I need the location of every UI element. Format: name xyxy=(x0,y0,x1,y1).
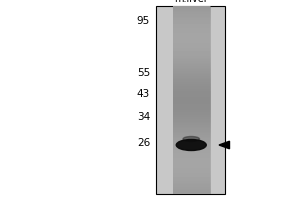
Ellipse shape xyxy=(176,140,206,150)
Text: m.liver: m.liver xyxy=(174,0,208,4)
Bar xyxy=(156,6,225,194)
Text: 43: 43 xyxy=(137,89,150,99)
Text: 95: 95 xyxy=(137,16,150,26)
Polygon shape xyxy=(219,141,230,149)
Text: 55: 55 xyxy=(137,68,150,78)
Bar xyxy=(172,6,210,194)
Ellipse shape xyxy=(183,136,200,141)
Text: 34: 34 xyxy=(137,112,150,122)
Text: 26: 26 xyxy=(137,138,150,148)
